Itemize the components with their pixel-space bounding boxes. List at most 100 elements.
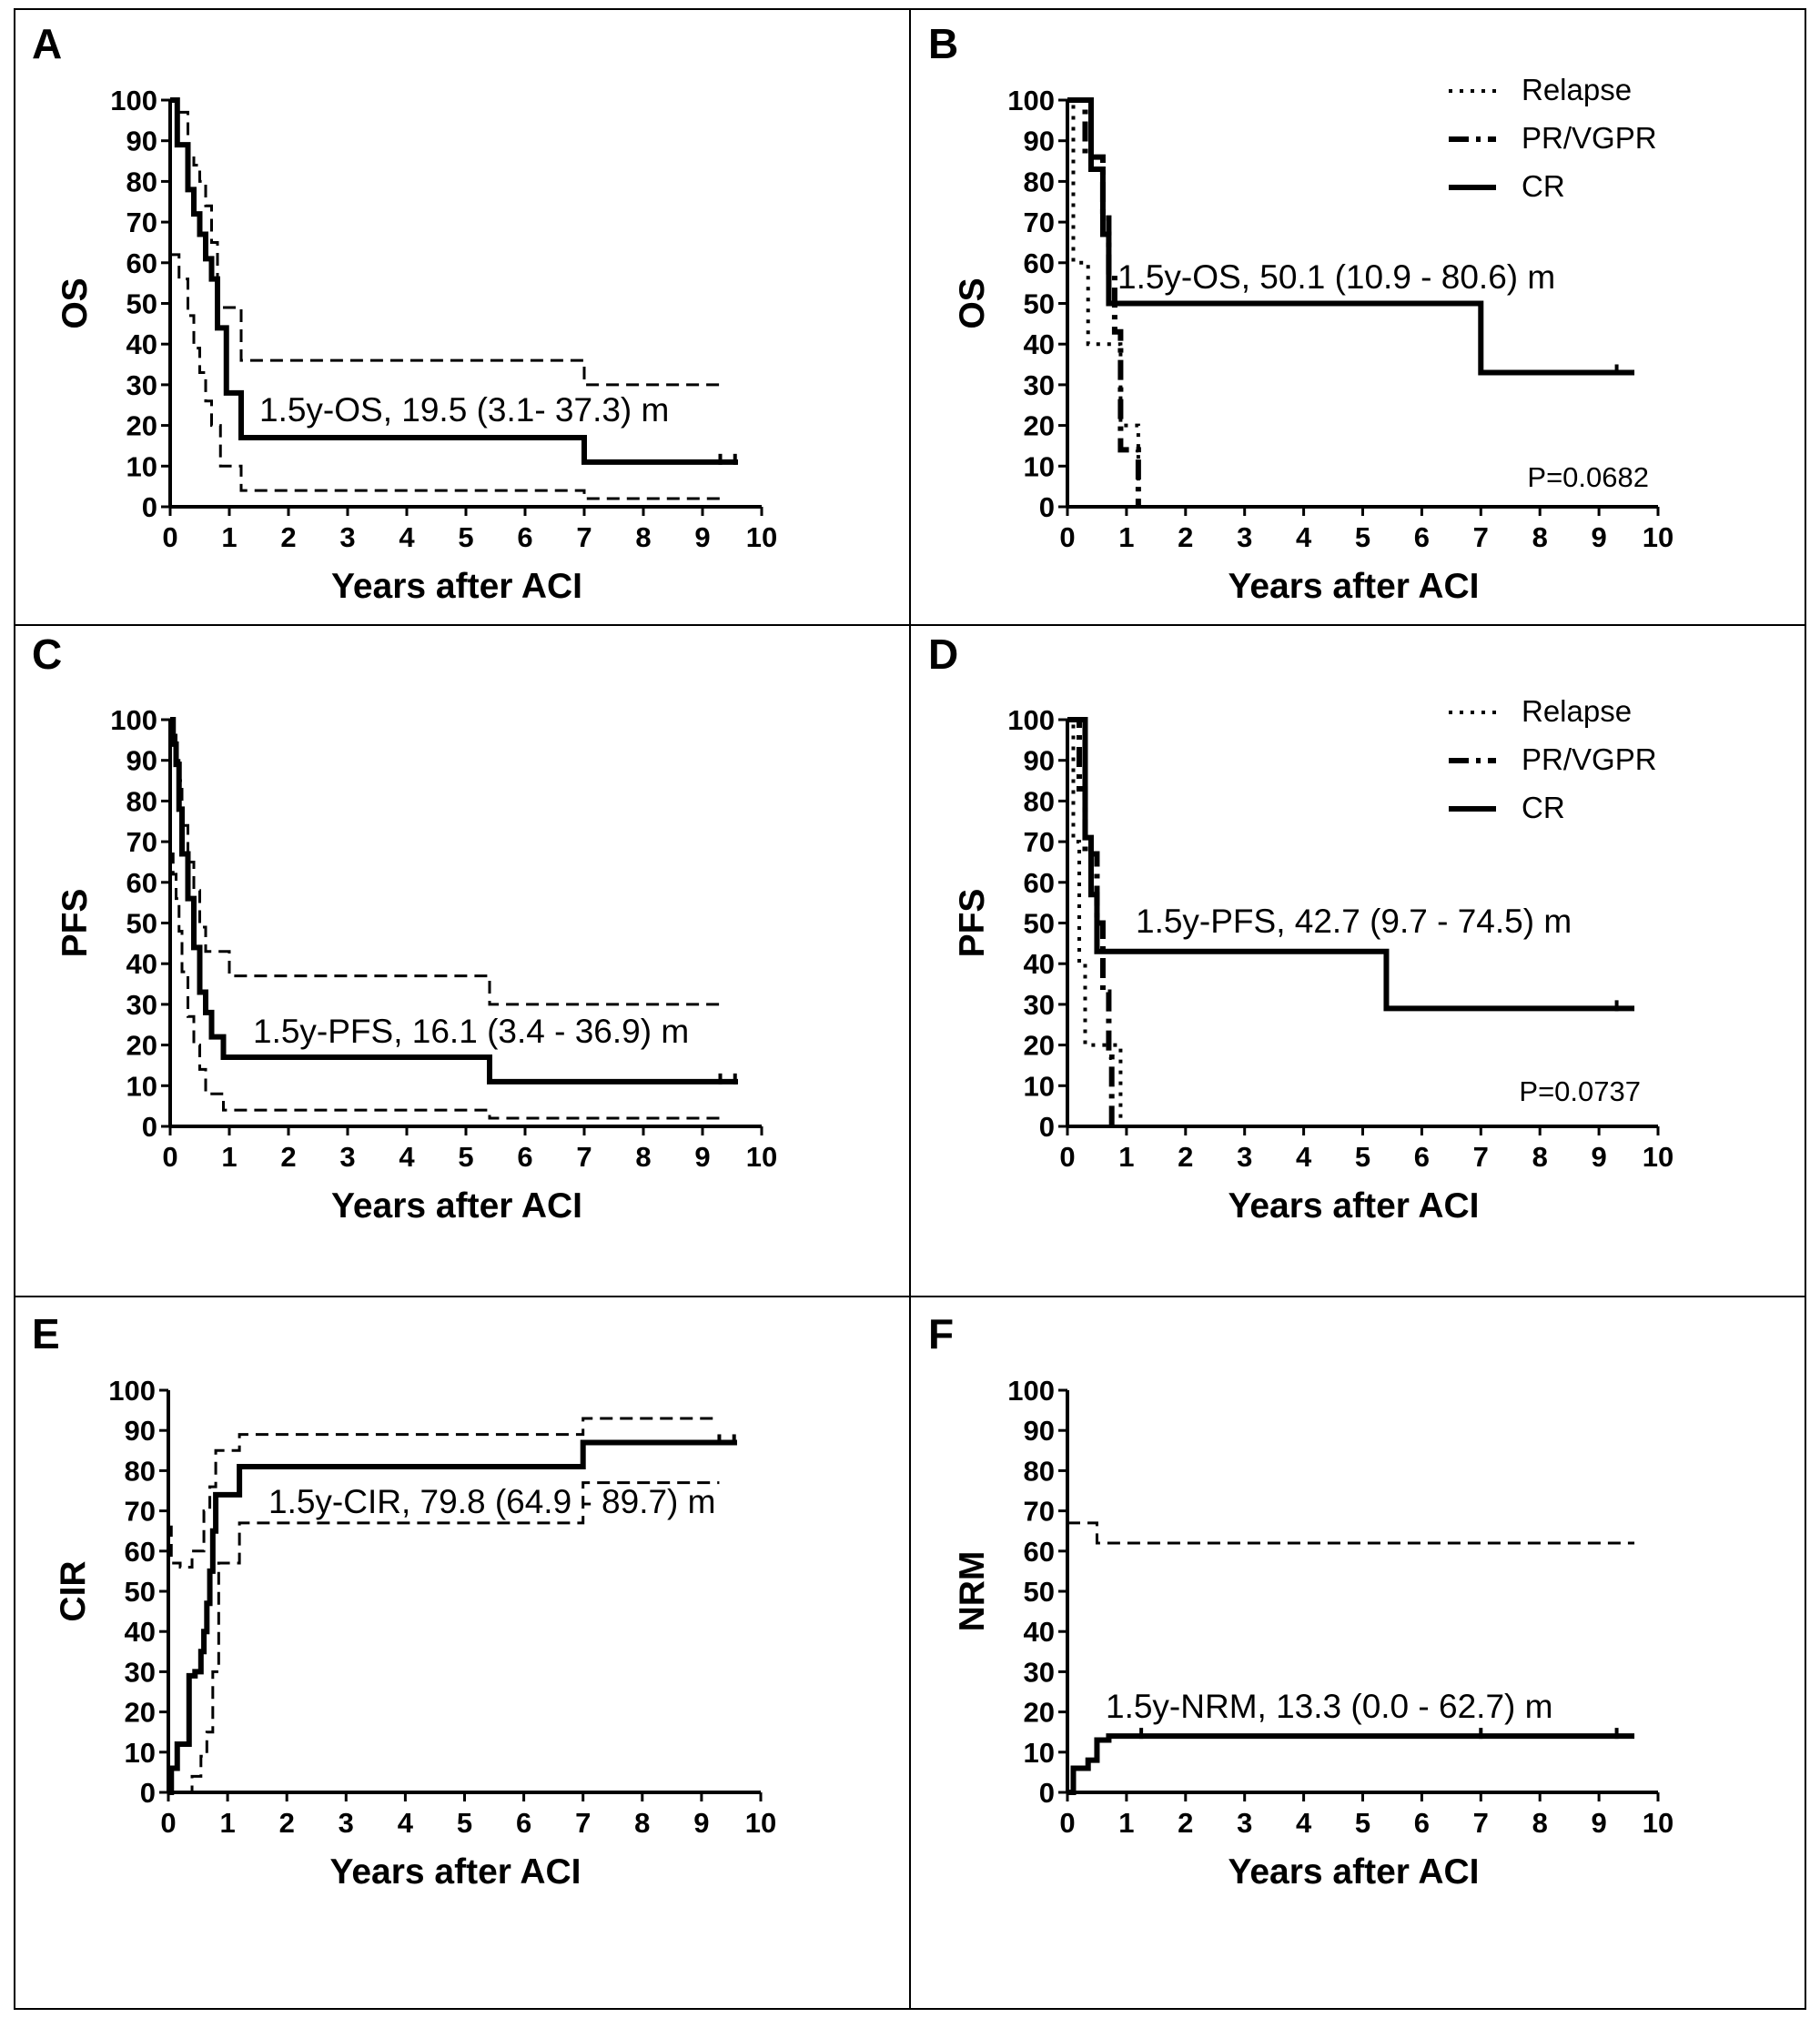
y-tick-label: 90 [126,745,157,777]
legend-label: CR [1522,169,1565,203]
x-tick-label: 9 [693,1807,709,1839]
x-tick-label: 5 [1355,1807,1370,1839]
median-annotation: 1.5y-PFS, 42.7 (9.7 - 74.5) m [1136,903,1572,940]
y-tick-label: 60 [125,1536,156,1568]
panel-c: C 0 10 20 30 40 50 60 70 80 90 100 0 1 2 3 4 5 6 7 8 9 10 PFS Ye… [32,631,777,1226]
p-value: P=0.0682 [1527,461,1649,493]
x-tick-label: 7 [1473,1807,1489,1839]
legend-label: PR/VGPR [1522,121,1657,155]
y-tick-label: 90 [125,1415,156,1447]
y-tick-label: 100 [1007,1375,1055,1407]
x-tick-label: 6 [1414,1807,1430,1839]
x-tick-label: 8 [1532,1141,1548,1173]
y-tick-label: 40 [1024,1616,1055,1648]
x-tick-label: 1 [1118,521,1134,553]
x-tick-label: 8 [635,1141,651,1173]
x-axis-title: Years after ACI [1228,567,1479,606]
y-tick-label: 90 [1024,126,1055,157]
y-tick-label: 70 [126,826,157,858]
y-tick-label: 30 [126,369,157,401]
x-tick-label: 1 [221,1141,237,1173]
x-tick-label: 4 [1296,1807,1312,1839]
y-tick-label: 70 [1024,826,1055,858]
y-tick-label: 20 [1024,1697,1055,1729]
x-tick-label: 4 [398,1807,414,1839]
x-tick-label: 0 [160,1807,176,1839]
x-tick-label: 3 [1237,1807,1252,1839]
x-tick-label: 8 [1532,1807,1548,1839]
panel-d: D 0 10 20 30 40 50 60 70 80 90 100 0 1 2 3 4 5 6 7 8 9 10 PFS Ye… [928,631,1673,1226]
x-tick-label: 0 [1059,1141,1075,1173]
x-tick-label: 2 [1178,521,1193,553]
median-annotation: 1.5y-OS, 19.5 (3.1- 37.3) m [259,391,669,429]
y-axis-title: OS [953,277,992,328]
x-tick-label: 9 [1591,1807,1606,1839]
x-tick-label: 7 [576,1141,592,1173]
x-tick-label: 5 [1355,521,1370,553]
x-tick-label: 3 [339,521,355,553]
y-tick-label: 40 [1024,328,1055,360]
y-tick-label: 80 [1024,1455,1055,1487]
x-tick-label: 3 [1237,1141,1252,1173]
x-tick-label: 6 [1414,521,1430,553]
x-tick-label: 5 [458,1141,473,1173]
y-tick-label: 0 [1039,1777,1055,1809]
y-tick-label: 10 [1024,450,1055,482]
x-tick-label: 10 [746,521,777,553]
x-tick-label: 5 [458,521,473,553]
y-tick-label: 40 [126,948,157,980]
y-tick-label: 90 [126,126,157,157]
y-tick-label: 0 [142,1111,157,1143]
x-tick-label: 1 [221,521,237,553]
y-tick-label: 100 [1007,85,1055,116]
y-tick-label: 30 [126,989,157,1021]
y-tick-label: 30 [1024,989,1055,1021]
y-tick-label: 0 [142,491,157,523]
y-tick-label: 20 [1024,1030,1055,1062]
x-tick-label: 9 [1591,521,1606,553]
x-tick-label: 5 [1355,1141,1370,1173]
x-tick-label: 10 [745,1807,776,1839]
y-tick-label: 50 [126,288,157,320]
y-tick-label: 100 [110,704,157,736]
legend: Relapse PR/VGPR CR [1449,73,1657,203]
median-annotation: 1.5y-NRM, 13.3 (0.0 - 62.7) m [1106,1688,1552,1725]
y-tick-label: 50 [126,908,157,940]
series-line-solid [168,1439,737,1795]
series-line-dashed [186,1481,720,1794]
y-tick-label: 100 [108,1375,156,1407]
x-axis-title: Years after ACI [1228,1852,1479,1892]
legend: Relapse PR/VGPR CR [1449,694,1657,824]
x-tick-label: 10 [1643,521,1673,553]
y-tick-label: 80 [1024,166,1055,197]
p-value: P=0.0737 [1519,1075,1641,1107]
x-tick-label: 6 [516,1807,531,1839]
y-tick-label: 20 [126,1030,157,1062]
y-tick-label: 70 [125,1496,156,1528]
y-tick-label: 0 [1039,491,1055,523]
x-tick-label: 7 [1473,1141,1489,1173]
x-tick-label: 9 [694,1141,710,1173]
x-tick-label: 8 [635,521,651,553]
x-tick-label: 9 [694,521,710,553]
y-tick-label: 50 [1024,908,1055,940]
y-tick-label: 60 [126,247,157,279]
median-annotation: 1.5y-CIR, 79.8 (64.9 - 89.7) m [268,1483,715,1520]
legend-label: CR [1522,791,1565,824]
x-tick-label: 8 [634,1807,650,1839]
x-tick-label: 3 [1237,521,1252,553]
y-axis-title: CIR [54,1560,93,1621]
y-tick-label: 80 [125,1455,156,1487]
y-tick-label: 80 [1024,785,1055,817]
y-tick-label: 10 [126,450,157,482]
x-tick-label: 0 [1059,1807,1075,1839]
y-tick-label: 70 [1024,207,1055,238]
y-tick-label: 100 [110,85,157,116]
y-axis-title: OS [56,277,95,328]
y-tick-label: 30 [1024,1656,1055,1688]
series-line-dashed [168,1417,720,1569]
y-tick-label: 90 [1024,1415,1055,1447]
series-line-relapse [1067,98,1140,507]
x-tick-label: 10 [1643,1141,1673,1173]
